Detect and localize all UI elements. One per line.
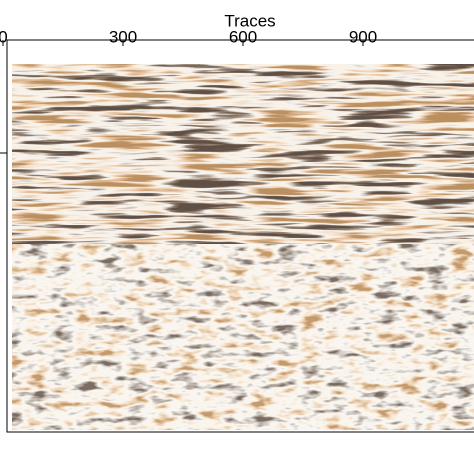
seismic-upper	[12, 64, 474, 244]
x-axis-label: Traces	[224, 11, 275, 30]
seismic-lower	[12, 240, 474, 430]
x-tick-label: 900	[349, 27, 377, 46]
x-tick-label: 300	[109, 27, 137, 46]
x-tick-label: 600	[229, 27, 257, 46]
x-tick-label: 0	[0, 27, 8, 46]
